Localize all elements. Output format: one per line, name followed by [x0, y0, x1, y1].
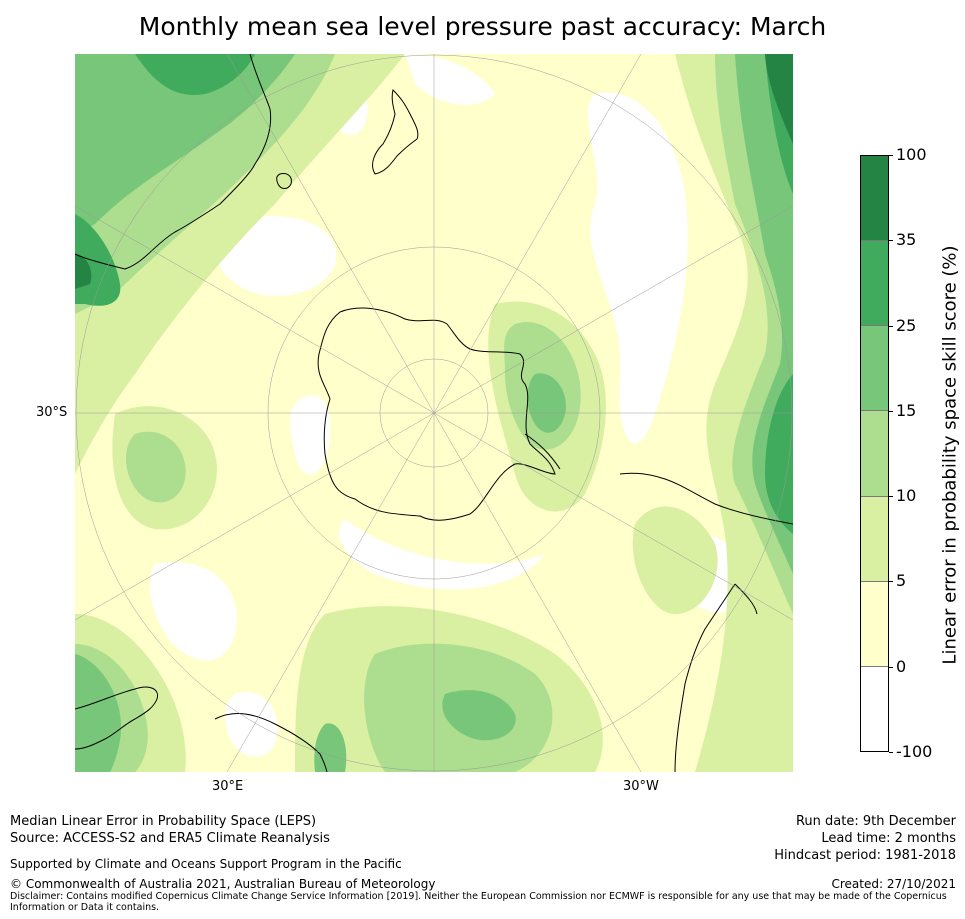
colorbar-tick	[889, 496, 893, 498]
colorbar-bin-1	[861, 240, 888, 326]
colorbar-tick-label: 25	[896, 315, 917, 335]
colorbar-tick	[889, 155, 893, 156]
colorbar-bin-5	[861, 580, 888, 666]
antarctic-peninsula	[524, 433, 561, 470]
colorbar-tick-label: 100	[896, 145, 927, 164]
antarctica-coastline	[317, 307, 556, 521]
longitude-label-30w: 30°W	[623, 779, 659, 794]
footer-copyright: © Commonwealth of Australia 2021, Austra…	[10, 877, 436, 891]
colorbar-bin-0	[861, 156, 888, 241]
colorbar-tick-label: 0	[896, 656, 907, 676]
colorbar-tick-label: 35	[896, 230, 917, 250]
africa-coastline	[75, 686, 159, 750]
chart-title: Monthly mean sea level pressure past acc…	[138, 12, 827, 41]
colorbar-title: Linear error in probability space skill …	[939, 245, 961, 665]
footer-right: Run date: 9th December Lead time: 2 mont…	[774, 813, 956, 864]
new-zealand-coastline	[372, 89, 419, 175]
south-america-coastline	[619, 472, 793, 525]
colorbar	[860, 155, 889, 752]
footer-created: Created: 27/10/2021	[831, 877, 956, 891]
category-35-100-regions	[75, 54, 793, 289]
footer-disclaimer: Disclaimer: Contains modified Copernicus…	[10, 891, 947, 913]
colorbar-tick	[889, 666, 893, 668]
colorbar-tick	[889, 581, 893, 583]
colorbar-tick-label: 15	[896, 400, 917, 420]
footer-source: Source: ACCESS-S2 and ERA5 Climate Reana…	[10, 831, 330, 846]
colorbar-bin-2	[861, 325, 888, 411]
colorbar-bin-4	[861, 495, 888, 581]
colorbar-bin-3	[861, 410, 888, 496]
australia-coastline	[75, 54, 272, 270]
colorbar-tick	[889, 410, 893, 412]
longitude-label-30e: 30°E	[212, 779, 244, 794]
footer-hindcast: Hindcast period: 1981-2018	[774, 848, 956, 863]
colorbar-tick-label: 10	[896, 486, 917, 506]
latitude-label-30s: 30°S	[36, 405, 68, 420]
tasmania-coastline	[276, 173, 292, 189]
colorbar-bin-6	[861, 665, 888, 751]
colorbar-tick	[889, 325, 893, 327]
footer-run-date: Run date: 9th December	[795, 814, 956, 829]
footer-left: Median Linear Error in Probability Space…	[10, 813, 330, 847]
footer-lead-time: Lead time: 2 months	[821, 831, 956, 846]
colorbar-tick	[889, 752, 893, 753]
colorbar-tick	[889, 240, 893, 242]
colorbar-tick-label: -100	[896, 742, 933, 761]
skill-score-map	[75, 54, 793, 772]
graticule	[75, 54, 793, 772]
footer-support: Supported by Climate and Oceans Support …	[10, 857, 402, 871]
footer-leps: Median Linear Error in Probability Space…	[10, 814, 317, 829]
colorbar-tick-label: 5	[896, 571, 907, 591]
